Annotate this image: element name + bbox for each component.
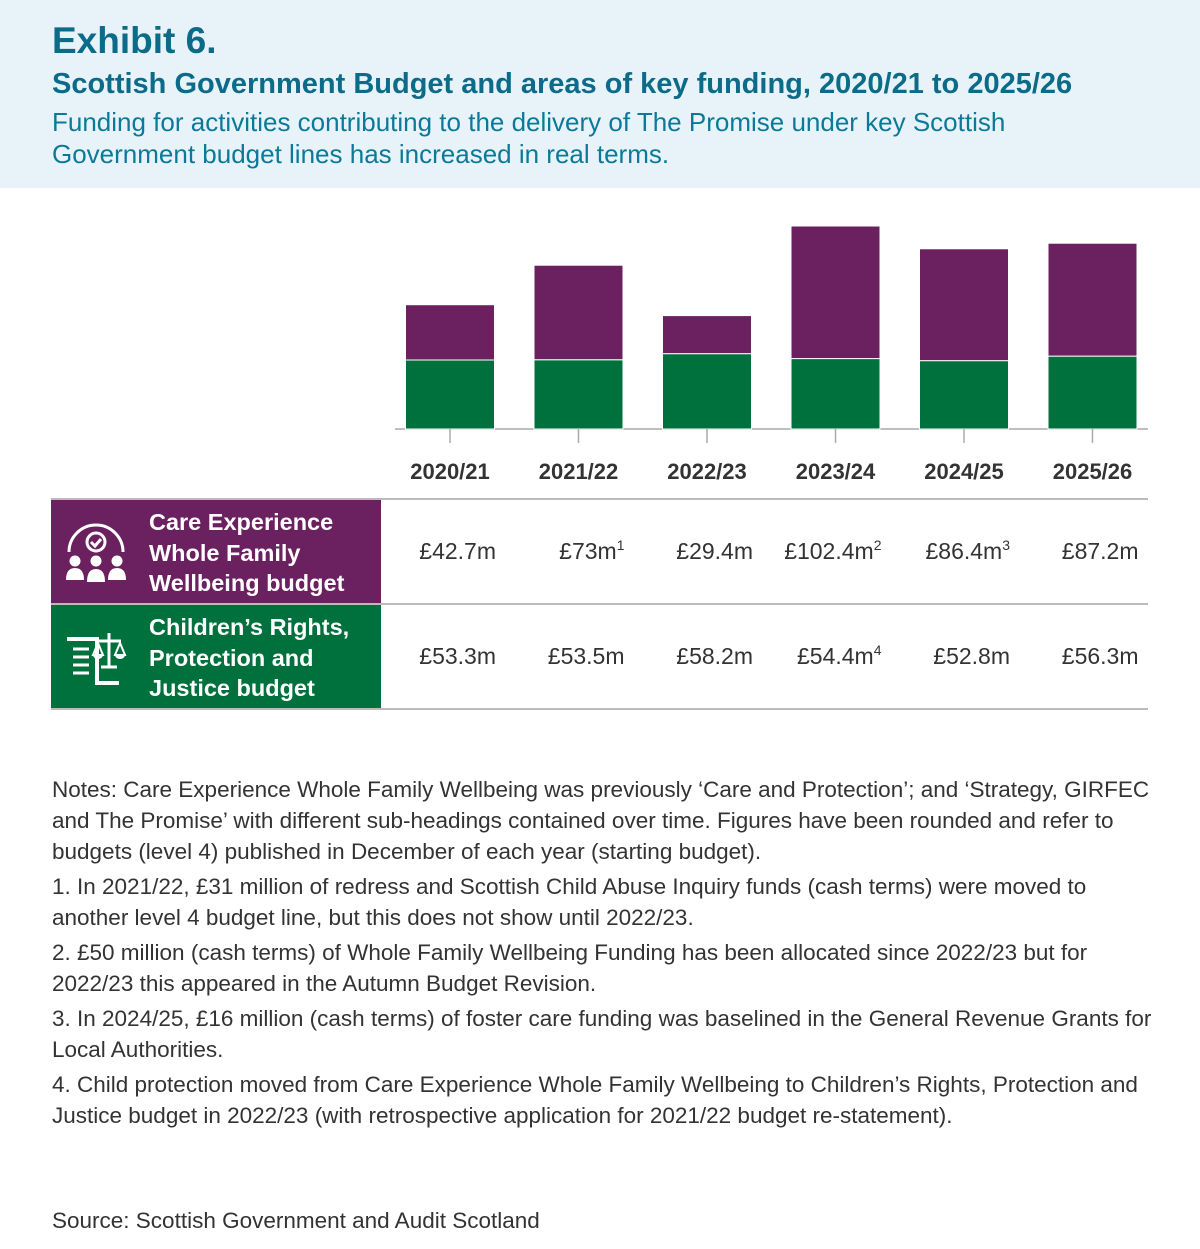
family-wellbeing-icon [66, 523, 126, 582]
footnote-1: 1. In 2021/22, £31 million of redress an… [52, 874, 1087, 930]
value-wellbeing: £87.2m [1061, 538, 1139, 564]
source-text: Source: Scottish Government and Audit Sc… [52, 1208, 540, 1233]
bar-segment-childrens-rights [1047, 355, 1138, 430]
bar-segment-wellbeing [533, 264, 624, 361]
value-wellbeing: £29.4m [676, 538, 753, 564]
footnote-marker: 2 [873, 537, 882, 553]
exhibit-subtitle: Funding for activities contributing to t… [52, 107, 1006, 169]
x-tick-label: 2020/21 [410, 459, 490, 484]
value-wellbeing: £86.4m3 [925, 537, 1010, 564]
budget-table: Care Experience Whole Family Wellbeing bud… [51, 498, 1148, 710]
row-label-line: Wellbeing budget [149, 570, 345, 596]
bar-segment-childrens-rights [790, 358, 881, 430]
bar-segment-wellbeing [919, 248, 1009, 362]
row-label-line: Whole Family [149, 539, 301, 566]
exhibit-title: Scottish Government Budget and areas of … [52, 68, 1073, 100]
row-label-wellbeing: Care Experience Whole Family Wellbeing bud… [51, 500, 381, 603]
x-tick-label: 2021/22 [539, 459, 619, 484]
bar-segment-wellbeing [1047, 242, 1138, 357]
bar-segment-wellbeing [662, 315, 752, 355]
x-tick-label: 2022/23 [667, 459, 747, 484]
stacked-bar-chart: 2020/21 2021/22 2022/23 2023/24 2024/25 2025/… [395, 225, 1148, 484]
bar-segment-wellbeing [405, 304, 495, 361]
row-label-line: Care Experience [149, 509, 334, 535]
value-childrens-rights: £58.2m [676, 643, 753, 669]
footnote-2: 2. £50 million (cash terms) of Whole Fam… [52, 940, 1088, 996]
table-row-wellbeing: Care Experience Whole Family Wellbeing bud… [51, 498, 1148, 603]
row-label-line: Children’s Rights, [149, 614, 350, 640]
value-childrens-rights: £54.4m4 [796, 642, 882, 669]
exhibit-header: Exhibit 6. Scottish Government Budget an… [0, 0, 1200, 188]
notes: Notes: Care Experience Whole Family Well… [52, 774, 1162, 1135]
table-row-childrens-rights: Children’s Rights, Protection and Justice … [51, 603, 1148, 710]
bar-segment-childrens-rights [405, 359, 495, 430]
value-wellbeing: £102.4m2 [784, 537, 882, 564]
row-label-line: Protection and [149, 644, 314, 671]
value-childrens-rights: £53.3m [419, 643, 496, 669]
bar-segment-childrens-rights [662, 353, 752, 430]
bar-segment-childrens-rights [533, 359, 624, 430]
footnote-4: 4. Child protection moved from Care Expe… [52, 1072, 1138, 1128]
x-tick-label: 2025/26 [1053, 459, 1133, 484]
value-childrens-rights: £53.5m [547, 643, 625, 669]
bar-segment-childrens-rights [919, 360, 1009, 430]
value-wellbeing: £73m1 [559, 537, 625, 564]
row-label-childrens-rights: Children’s Rights, Protection and Justice … [51, 605, 381, 708]
value-childrens-rights: £52.8m [933, 643, 1010, 669]
footnote-marker: 1 [616, 537, 625, 553]
bar-segment-wellbeing [790, 225, 881, 360]
footnote-marker: 4 [873, 642, 882, 658]
x-tick-label: 2023/24 [796, 459, 876, 484]
footnote-3: 3. In 2024/25, £16 million (cash terms) … [52, 1006, 1152, 1062]
value-wellbeing: £42.7m [419, 538, 496, 564]
row-label-line: Justice budget [149, 675, 315, 701]
exhibit-number: Exhibit 6. [52, 20, 217, 61]
x-tick-label: 2024/25 [924, 459, 1004, 484]
footnote-marker: 3 [1002, 537, 1010, 553]
scales-of-justice-icon [67, 633, 127, 685]
note-text: Notes: Care Experience Whole Family Well… [52, 777, 1150, 864]
value-childrens-rights: £56.3m [1061, 643, 1139, 669]
